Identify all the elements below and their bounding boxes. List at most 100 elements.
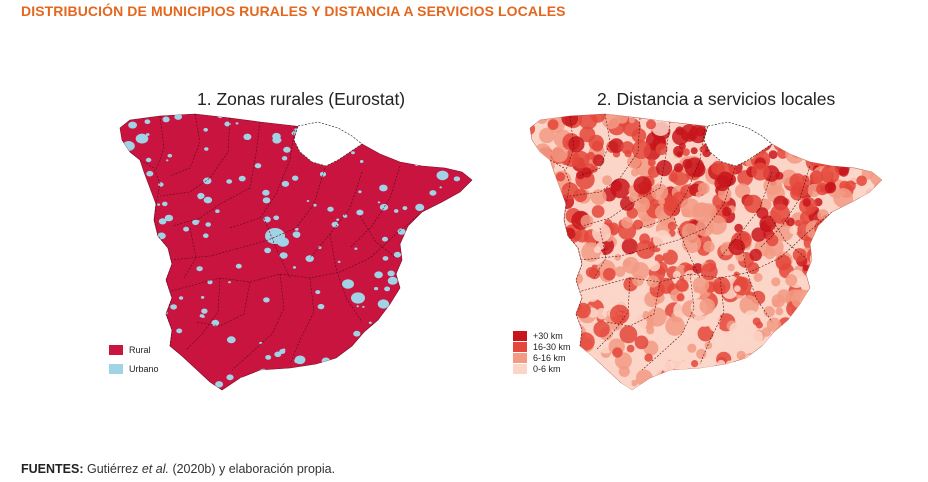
distance-class-patch (872, 292, 882, 302)
urban-area-patch (199, 314, 204, 318)
distance-class-patch (539, 127, 555, 144)
urban-area-patch (164, 214, 174, 222)
distance-class-patch (797, 374, 817, 390)
urban-area-patch (439, 186, 443, 189)
urban-area-patch (397, 228, 406, 235)
distance-class-patch (537, 158, 552, 173)
urban-area-patch (388, 132, 394, 136)
distance-class-patch (819, 138, 840, 159)
urban-area-patch (429, 190, 437, 196)
urban-area-patch (197, 220, 200, 223)
distance-class-patch (537, 227, 554, 244)
distance-class-patch (810, 326, 827, 343)
distance-class-patch (837, 366, 855, 384)
distance-class-patch (819, 262, 830, 273)
province-border-line (565, 115, 575, 171)
distance-class-patch (625, 380, 632, 387)
urban-area-patch (453, 176, 461, 182)
distance-class-patch (699, 298, 715, 314)
urban-area-patch (306, 200, 310, 202)
distance-class-patch (668, 114, 685, 123)
distance-class-patch (530, 379, 535, 387)
distance-class-patch (801, 119, 814, 131)
distance-class-patch (591, 205, 605, 218)
distance-class-patch (633, 176, 652, 195)
distance-class-patch (602, 175, 613, 186)
urban-area-patch (315, 290, 321, 295)
distance-class-patch (532, 229, 545, 242)
province-border-line (579, 167, 736, 261)
distance-class-patch (544, 308, 554, 318)
distance-class-patch (734, 223, 743, 233)
urban-area-patch (313, 203, 317, 207)
distance-class-patch (793, 125, 801, 133)
province-border-line (229, 125, 296, 229)
urban-area-patch (120, 245, 121, 250)
portugal-border (549, 159, 583, 347)
distance-class-patch (575, 302, 591, 319)
distance-class-patch (549, 306, 563, 319)
distance-class-patch (823, 358, 841, 376)
distance-class-patch (770, 119, 781, 130)
distance-class-patch (571, 272, 584, 285)
distance-class-patch (751, 227, 766, 242)
distance-class-patch (557, 286, 574, 303)
distance-class-patch (874, 332, 882, 343)
urban-area-patch (470, 234, 472, 238)
distance-class-patch (673, 145, 684, 157)
distance-class-patch (658, 198, 665, 205)
urban-area-patch (263, 216, 271, 223)
urban-area-patch (294, 227, 299, 231)
urban-area-patch (279, 252, 288, 259)
distance-class-patch (782, 141, 793, 151)
urban-area-patch (217, 114, 223, 119)
distance-class-patch (850, 249, 864, 263)
distance-class-patch (605, 382, 615, 390)
urban-area-patch (176, 328, 183, 334)
distance-class-patch (646, 275, 660, 288)
urban-area-patch (414, 162, 420, 166)
urban-area-patch (148, 234, 154, 239)
urban-area-patch (387, 276, 398, 285)
urban-area-patch (126, 259, 131, 263)
distance-class-patch (878, 366, 882, 386)
distance-class-patch (549, 229, 562, 242)
legend-item-0-6: 0-6 km (513, 363, 571, 374)
urban-area-patch (356, 305, 359, 308)
distance-class-patch (879, 381, 882, 390)
distance-class-patch (800, 362, 811, 373)
distance-class-patch (802, 264, 809, 272)
urban-area-patch (172, 362, 179, 367)
urban-area-patch (205, 222, 211, 227)
distance-class-patch (832, 293, 843, 303)
distance-class-patch (540, 285, 555, 300)
legend-item-30plus: +30 km (513, 330, 571, 341)
urban-area-patch (434, 241, 439, 245)
distance-class-patch (561, 114, 579, 127)
distance-class-patch (836, 332, 856, 352)
province-border-line (171, 121, 261, 227)
distance-class-patch (837, 286, 856, 305)
distance-class-patch (676, 380, 693, 390)
distance-class-patch (830, 319, 839, 328)
distance-class-patch (763, 369, 775, 381)
urban-area-patch (144, 119, 151, 124)
distance-class-patch (523, 135, 530, 142)
distance-class-patch (655, 143, 668, 156)
distance-class-patch (623, 259, 632, 268)
distance-class-patch (806, 374, 826, 390)
urban-area-patch (150, 248, 153, 251)
distance-class-patch (863, 340, 872, 349)
urban-area-patch (473, 293, 476, 296)
distance-class-patch (561, 304, 573, 316)
urban-area-patch (148, 210, 152, 213)
distance-class-patch (711, 160, 726, 175)
distance-class-patch (580, 351, 596, 367)
distance-class-patch (750, 330, 763, 344)
distance-class-patch (756, 207, 769, 219)
distance-class-patch (676, 293, 685, 302)
province-border-line (739, 233, 773, 323)
distance-class-patch (672, 270, 681, 279)
distance-class-patch (866, 211, 878, 223)
distance-class-patch (535, 114, 548, 124)
